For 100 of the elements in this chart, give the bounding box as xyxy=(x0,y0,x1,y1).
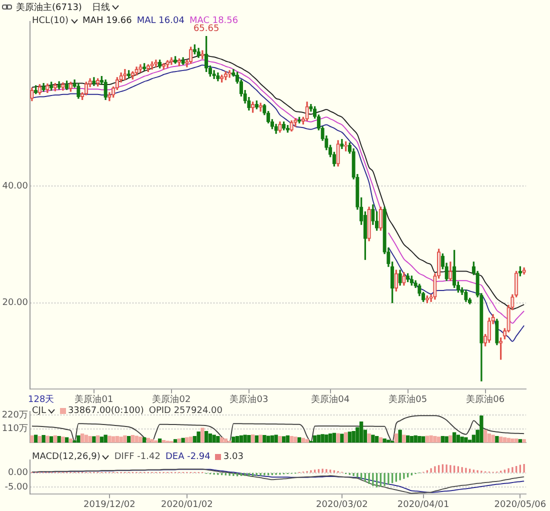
bar xyxy=(297,437,302,443)
candlestick xyxy=(402,272,406,286)
bar xyxy=(254,435,259,443)
candlestick xyxy=(64,80,69,90)
bar xyxy=(429,435,433,443)
candlestick xyxy=(104,79,108,100)
bar xyxy=(181,438,185,443)
candlestick xyxy=(154,60,158,68)
y-tick-label: -5.00 xyxy=(4,482,28,492)
bar xyxy=(204,431,208,443)
bar xyxy=(359,422,364,443)
bar xyxy=(119,436,123,443)
bar xyxy=(239,435,244,443)
candlestick xyxy=(406,273,410,282)
candlestick xyxy=(123,68,127,80)
bar xyxy=(84,434,88,443)
bar xyxy=(115,436,120,443)
bar xyxy=(316,434,321,443)
candlestick xyxy=(464,290,468,302)
bar xyxy=(220,437,224,443)
bar xyxy=(34,434,38,443)
text: MAH 19.66 xyxy=(82,16,132,26)
candlestick xyxy=(196,48,200,58)
bar xyxy=(266,436,270,443)
legend-label: 33867.00(0:100) xyxy=(68,406,144,416)
bar xyxy=(61,436,65,443)
candlestick xyxy=(42,82,46,92)
candlestick xyxy=(134,66,138,76)
text: 128天 xyxy=(28,394,54,406)
bar xyxy=(96,435,100,443)
candlestick xyxy=(61,82,65,91)
bar xyxy=(270,435,274,443)
bar xyxy=(433,436,437,443)
candlestick xyxy=(448,262,452,281)
candlestick xyxy=(53,82,58,92)
bar xyxy=(344,432,348,443)
bar xyxy=(104,434,108,443)
bar xyxy=(30,435,34,443)
bar xyxy=(250,434,255,443)
candlestick xyxy=(170,57,174,65)
bar xyxy=(185,437,189,443)
candlestick xyxy=(522,267,526,275)
bar xyxy=(158,438,162,443)
bar xyxy=(312,435,317,443)
candlestick xyxy=(258,102,262,112)
candlestick xyxy=(340,139,344,149)
bar xyxy=(126,436,131,443)
candlestick xyxy=(200,50,204,60)
bar xyxy=(518,439,522,443)
bar xyxy=(425,436,430,443)
line-series xyxy=(31,415,525,442)
candlestick xyxy=(162,63,166,70)
bar xyxy=(348,432,352,443)
x-tick-label: 2020/03/02 xyxy=(316,500,368,510)
series-label: DIFF -1.42 xyxy=(114,452,160,462)
bar xyxy=(123,435,127,443)
bar xyxy=(398,430,402,443)
candlestick xyxy=(38,84,42,95)
bar xyxy=(282,436,286,443)
bar xyxy=(332,432,336,443)
candlestick xyxy=(146,64,150,72)
candlestick xyxy=(228,70,232,78)
bar xyxy=(421,436,426,443)
bar xyxy=(154,440,158,443)
bar xyxy=(305,439,309,443)
bar xyxy=(286,435,290,443)
bar xyxy=(414,435,418,443)
bar xyxy=(460,436,464,443)
bar xyxy=(495,436,499,443)
bar xyxy=(352,431,356,443)
bar xyxy=(42,435,46,443)
bar xyxy=(402,434,406,443)
bar xyxy=(212,434,216,443)
candlestick xyxy=(181,57,185,65)
x-tick-label: 美原油05 xyxy=(388,394,428,405)
legend-title: HCL(10) xyxy=(32,16,69,26)
candlestick xyxy=(290,120,294,132)
bar xyxy=(146,438,150,443)
bar xyxy=(177,438,182,443)
candlestick xyxy=(92,77,96,86)
bar xyxy=(274,434,278,443)
x-tick-label: 美原油02 xyxy=(152,394,191,405)
bar xyxy=(294,436,298,443)
candlestick xyxy=(138,64,142,73)
bar xyxy=(374,436,379,443)
bar xyxy=(382,438,386,443)
bar xyxy=(456,434,460,443)
bar xyxy=(46,436,50,443)
chart-subtitle: 日线 xyxy=(92,2,110,14)
candlestick xyxy=(46,84,50,93)
candlestick xyxy=(398,270,402,286)
bar xyxy=(134,436,138,443)
bar xyxy=(247,435,251,443)
candlestick xyxy=(487,318,492,343)
bar xyxy=(336,433,340,443)
candlestick xyxy=(96,78,100,87)
bar xyxy=(487,434,492,443)
bar xyxy=(88,436,92,443)
bar xyxy=(68,438,73,443)
x-tick-label: 美原油03 xyxy=(230,394,268,405)
